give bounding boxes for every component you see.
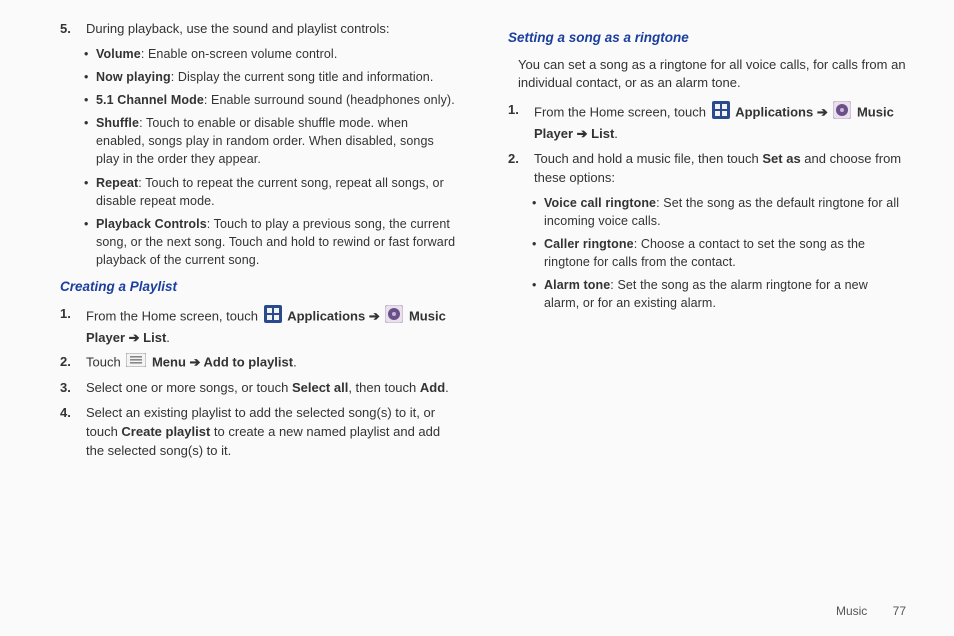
playback-controls-list: 5. During playback, use the sound and pl… (60, 20, 458, 39)
item-number: 5. (60, 20, 86, 39)
list-item: 5. During playback, use the sound and pl… (60, 20, 458, 39)
list-item: Playback Controls: Touch to play a previ… (84, 215, 458, 269)
item-number: 4. (60, 404, 86, 461)
page-footer: Music 77 (836, 604, 906, 618)
creating-playlist-steps: 1. From the Home screen, touch Applicati… (60, 305, 458, 461)
footer-section: Music (836, 604, 867, 618)
menu-label: Menu (152, 355, 186, 370)
arrow: ➔ (573, 126, 591, 141)
list-item: 4. Select an existing playlist to add th… (60, 404, 458, 461)
text-fragment: From the Home screen, touch (534, 105, 710, 120)
arrow: ➔ (365, 308, 383, 323)
item-number: 1. (60, 305, 86, 348)
text-fragment: Select one or more songs, or touch (86, 380, 292, 395)
arrow: ➔ (813, 105, 831, 120)
ringtone-intro: You can set a song as a ringtone for all… (518, 56, 906, 94)
list-item: 5.1 Channel Mode: Enable surround sound … (84, 91, 458, 109)
list-label: List (143, 330, 166, 345)
item-number: 2. (508, 150, 534, 188)
bullet-term: Now playing (96, 70, 171, 84)
footer-page-number: 77 (893, 604, 906, 618)
left-column: 5. During playback, use the sound and pl… (60, 20, 458, 467)
bullet-desc: : Enable surround sound (headphones only… (204, 93, 455, 107)
bullet-term: Playback Controls (96, 217, 207, 231)
ringtone-steps: 1. From the Home screen, touch Applicati… (508, 101, 906, 187)
applications-icon (712, 101, 730, 125)
bullet-term: Volume (96, 47, 141, 61)
item-text: From the Home screen, touch Applications… (86, 305, 458, 348)
ringtone-heading: Setting a song as a ringtone (508, 28, 906, 48)
item-number: 1. (508, 101, 534, 144)
list-item: Now playing: Display the current song ti… (84, 68, 458, 86)
bullet-desc: : Enable on-screen volume control. (141, 47, 338, 61)
music-player-icon (385, 305, 403, 329)
set-as-label: Set as (762, 151, 800, 166)
list-item: Alarm tone: Set the song as the alarm ri… (532, 276, 906, 312)
applications-icon (264, 305, 282, 329)
bullet-desc: : Touch to enable or disable shuffle mod… (96, 116, 434, 166)
select-all-label: Select all (292, 380, 348, 395)
list-item: Repeat: Touch to repeat the current song… (84, 174, 458, 210)
create-playlist-label: Create playlist (121, 424, 210, 439)
list-item: Shuffle: Touch to enable or disable shuf… (84, 114, 458, 168)
text-fragment: . (445, 380, 449, 395)
list-item: 2. Touch Menu ➔ Add to playlist. (60, 353, 458, 373)
item-text: Touch and hold a music file, then touch … (534, 150, 906, 188)
applications-label: Applications (287, 308, 365, 323)
document-page: 5. During playback, use the sound and pl… (0, 0, 954, 467)
list-item: 2. Touch and hold a music file, then tou… (508, 150, 906, 188)
list-item: Voice call ringtone: Set the song as the… (532, 194, 906, 230)
text-fragment: Touch and hold a music file, then touch (534, 151, 762, 166)
text-fragment: . (293, 355, 297, 370)
arrow: ➔ (186, 355, 204, 370)
item-text: During playback, use the sound and playl… (86, 20, 458, 39)
bullet-desc: : Display the current song title and inf… (171, 70, 434, 84)
item-number: 3. (60, 379, 86, 398)
controls-bullets: Volume: Enable on-screen volume control.… (84, 45, 458, 269)
list-item: Caller ringtone: Choose a contact to set… (532, 235, 906, 271)
item-text: Select an existing playlist to add the s… (86, 404, 458, 461)
arrow: ➔ (125, 330, 143, 345)
add-label: Add (420, 380, 445, 395)
text-fragment: . (166, 330, 170, 345)
bullet-term: Caller ringtone (544, 237, 634, 251)
item-text: Touch Menu ➔ Add to playlist. (86, 353, 458, 373)
list-item: Volume: Enable on-screen volume control. (84, 45, 458, 63)
list-label: List (591, 126, 614, 141)
list-item: 1. From the Home screen, touch Applicati… (60, 305, 458, 348)
item-text: Select one or more songs, or touch Selec… (86, 379, 458, 398)
add-to-playlist-label: Add to playlist (204, 355, 294, 370)
list-item: 3. Select one or more songs, or touch Se… (60, 379, 458, 398)
list-item: 1. From the Home screen, touch Applicati… (508, 101, 906, 144)
bullet-term: 5.1 Channel Mode (96, 93, 204, 107)
bullet-term: Alarm tone (544, 278, 610, 292)
bullet-term: Voice call ringtone (544, 196, 656, 210)
menu-icon (126, 353, 146, 373)
bullet-term: Repeat (96, 176, 138, 190)
music-player-icon (833, 101, 851, 125)
applications-label: Applications (735, 105, 813, 120)
item-number: 2. (60, 353, 86, 373)
bullet-term: Shuffle (96, 116, 139, 130)
item-text: From the Home screen, touch Applications… (534, 101, 906, 144)
right-column: Setting a song as a ringtone You can set… (508, 20, 906, 467)
creating-playlist-heading: Creating a Playlist (60, 277, 458, 297)
text-fragment: Touch (86, 355, 124, 370)
ringtone-options-bullets: Voice call ringtone: Set the song as the… (532, 194, 906, 313)
text-fragment: From the Home screen, touch (86, 308, 262, 323)
text-fragment: . (614, 126, 618, 141)
text-fragment: , then touch (348, 380, 420, 395)
bullet-desc: : Touch to repeat the current song, repe… (96, 176, 444, 208)
